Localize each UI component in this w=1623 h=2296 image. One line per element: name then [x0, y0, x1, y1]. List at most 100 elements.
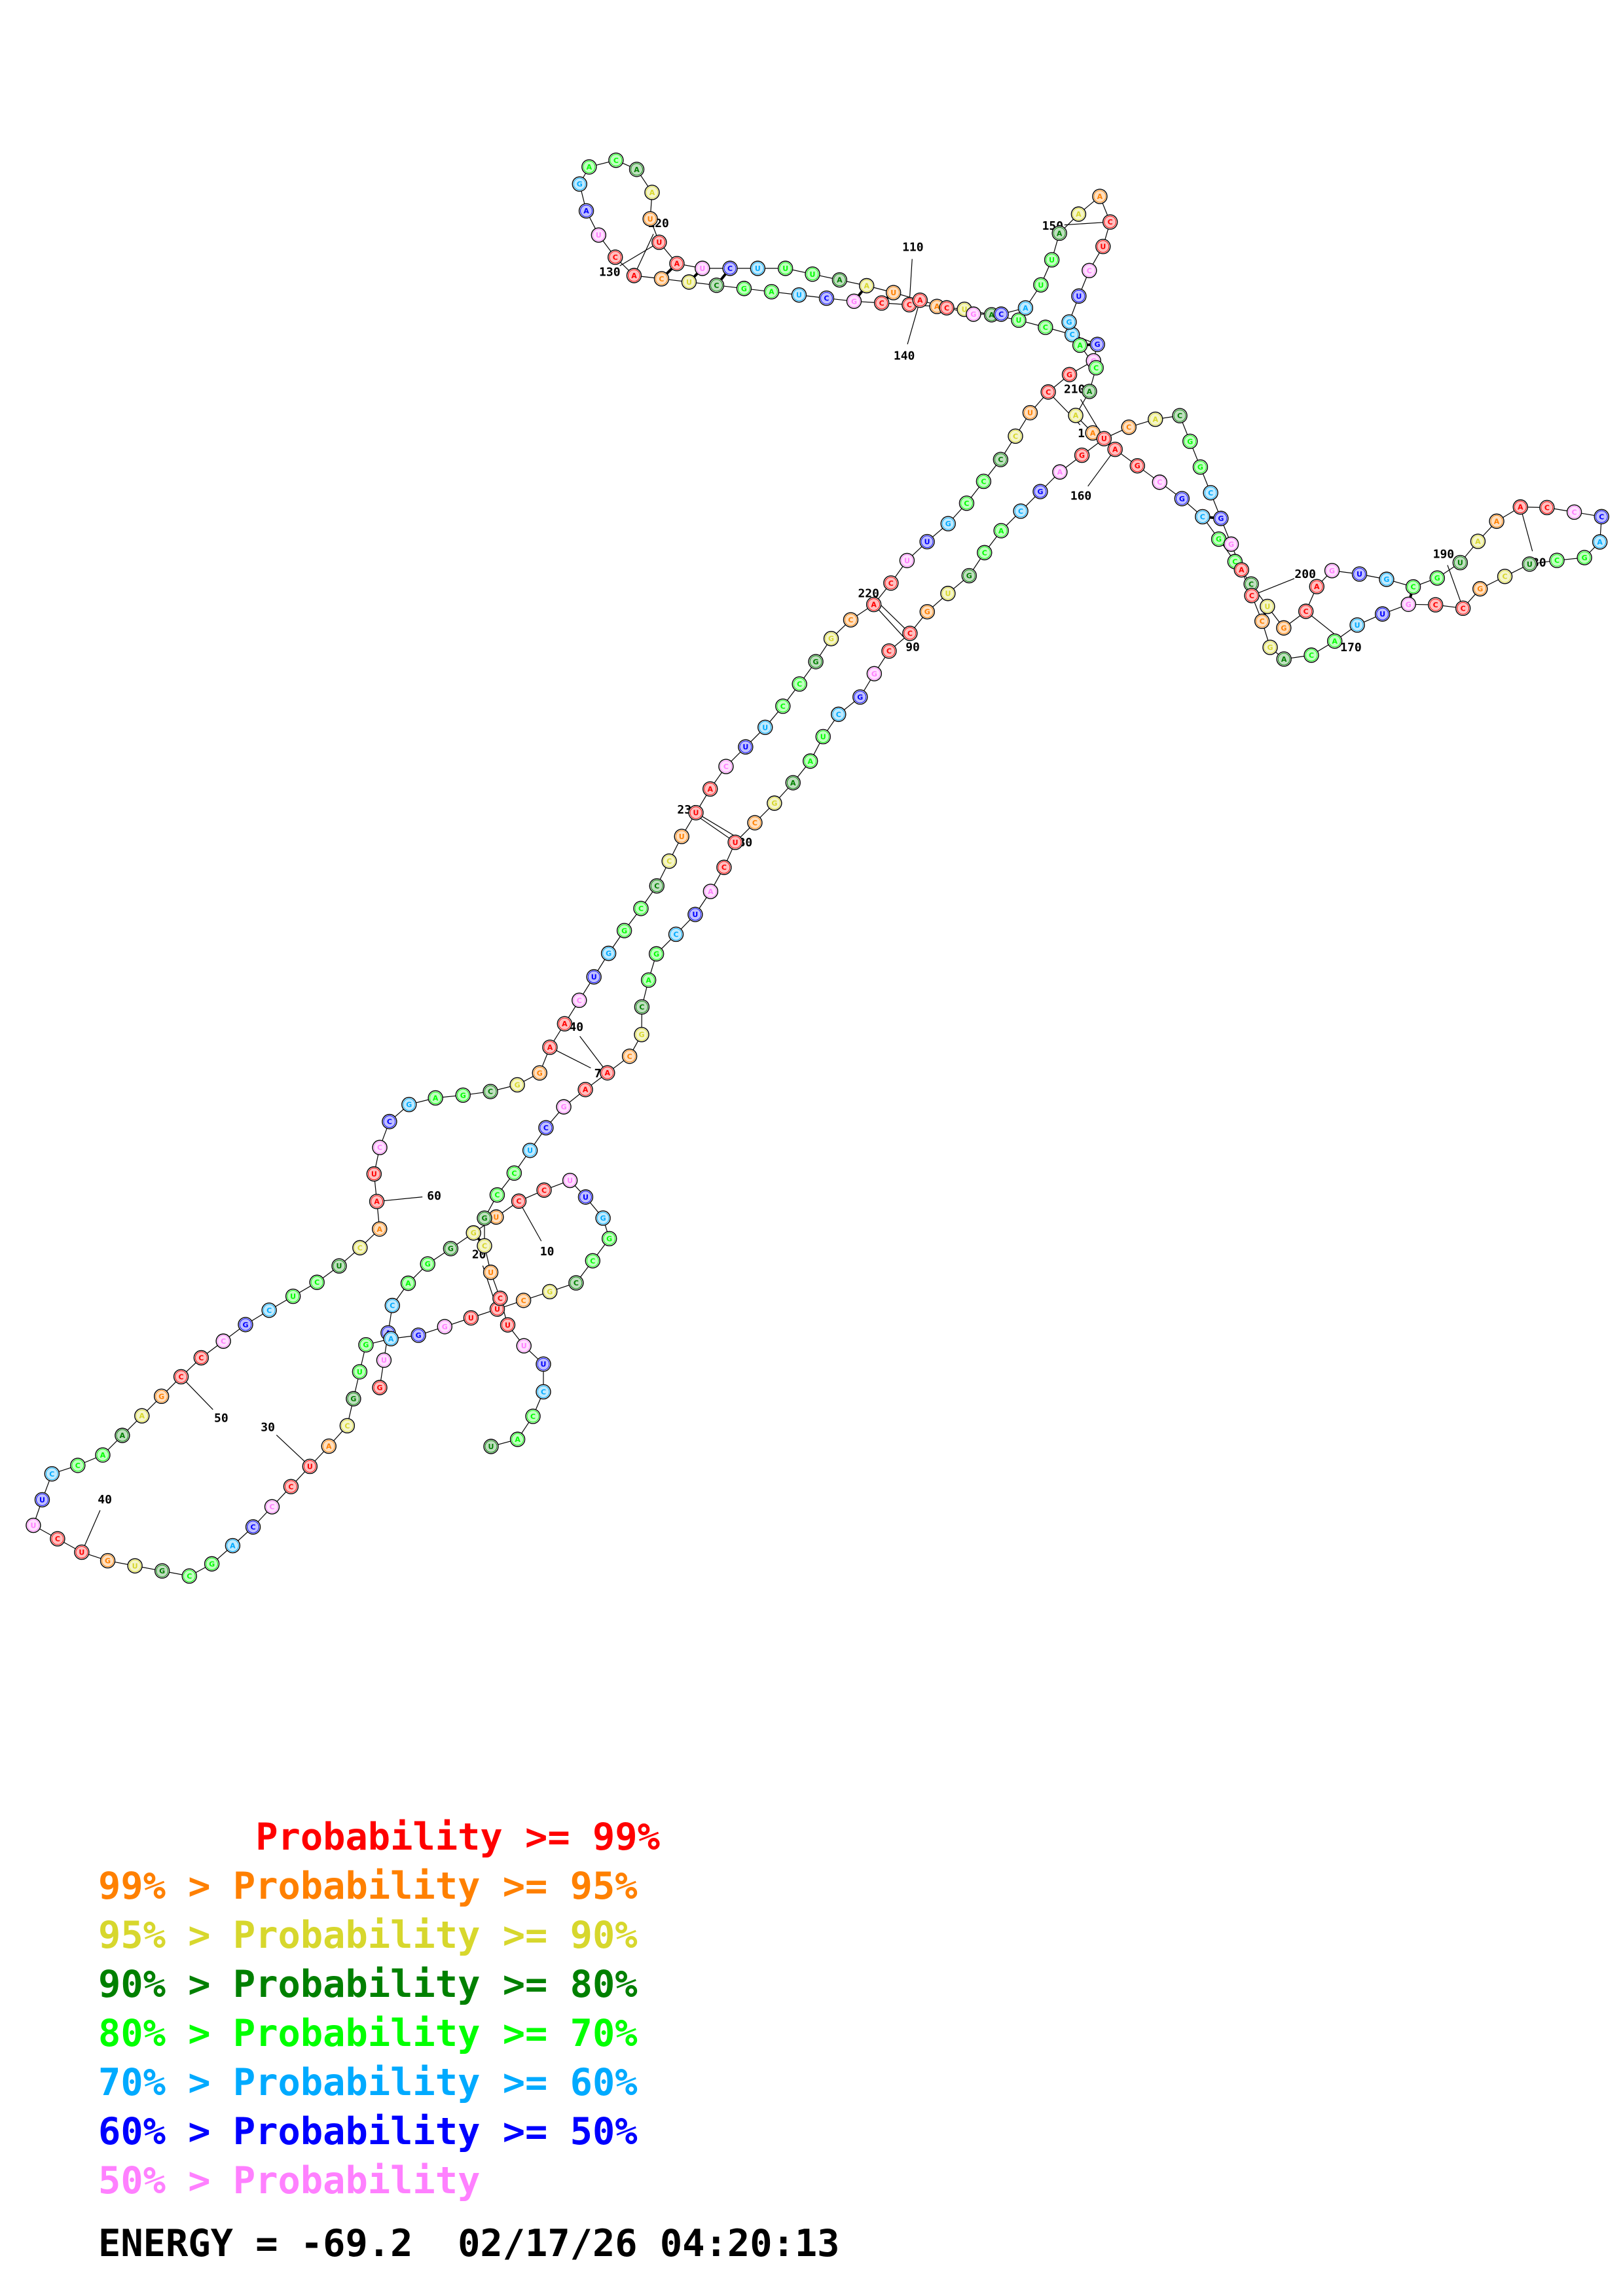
- nucleotide-circle: [437, 1319, 452, 1335]
- nucleotide-fill: [603, 1232, 616, 1245]
- nucleotide: C: [1244, 588, 1260, 603]
- nucleotide-circle: [1429, 570, 1445, 586]
- nucleotide-letter: A: [631, 272, 637, 280]
- nucleotide: C: [1082, 262, 1097, 279]
- nucleotide: G: [372, 1380, 388, 1395]
- nucleotide-fill: [573, 994, 586, 1007]
- nucleotide: C: [572, 992, 587, 1009]
- nucleotide-circle: [702, 884, 719, 899]
- nucleotide: G: [420, 1256, 435, 1272]
- nucleotide-circle: [873, 295, 890, 311]
- nucleotide: A: [1326, 633, 1343, 649]
- nucleotide: A: [640, 972, 657, 988]
- nucleotide: G: [600, 945, 617, 961]
- nucleotide-letter: A: [646, 976, 651, 984]
- nucleotide-fill: [1184, 435, 1197, 448]
- nucleotide-letter: G: [242, 1321, 248, 1329]
- nucleotide-fill: [484, 1440, 498, 1453]
- nucleotide-fill: [1256, 615, 1269, 628]
- nucleotide-circle: [245, 1519, 261, 1535]
- nucleotide: G: [846, 293, 862, 309]
- nucleotide-letter: C: [907, 301, 912, 310]
- nucleotide: C: [621, 1049, 638, 1064]
- nucleotide-letter: A: [674, 260, 680, 268]
- nucleotide-fill: [994, 524, 1008, 537]
- nucleotide-circle: [1594, 509, 1609, 525]
- nucleotide-letter: C: [639, 1003, 644, 1011]
- nucleotide-letter: A: [649, 188, 655, 197]
- nucleotide: A: [1309, 579, 1324, 594]
- nucleotide-fill: [322, 1440, 335, 1453]
- nucleotide-fill: [804, 755, 817, 768]
- nucleotide: A: [1017, 300, 1034, 316]
- nucleotide-fill: [579, 1083, 592, 1096]
- nucleotide-fill: [1173, 409, 1186, 422]
- nucleotide-fill: [478, 1239, 491, 1252]
- nucleotide-letter: C: [879, 299, 884, 308]
- nucleotide-fill: [96, 1448, 109, 1462]
- nucleotide-letter: C: [1309, 651, 1314, 660]
- nucleotide-circle: [463, 1310, 479, 1326]
- nucleotide-fill: [610, 154, 623, 167]
- nucleotide-letter: C: [848, 616, 853, 624]
- nucleotide: C: [525, 1408, 541, 1424]
- nucleotide-fill: [887, 286, 900, 299]
- nucleotide: C: [372, 1139, 388, 1155]
- nucleotide-circle: [536, 1384, 551, 1400]
- nucleotide-circle: [1223, 536, 1239, 552]
- nucleotide-fill: [977, 475, 990, 488]
- nucleotide-fill: [524, 1144, 537, 1157]
- nucleotide: U: [727, 834, 743, 850]
- nucleotide-fill: [1086, 426, 1099, 439]
- nucleotide-letter: G: [460, 1091, 466, 1100]
- nucleotide-letter: C: [251, 1523, 256, 1532]
- nucleotide-circle: [688, 804, 704, 821]
- nucleotide-fill: [751, 262, 764, 275]
- nucleotide: C: [1427, 597, 1444, 613]
- nucleotide-fill: [1380, 573, 1393, 586]
- nucleotide-letter: U: [583, 1193, 589, 1202]
- nucleotide: C: [831, 706, 847, 723]
- nucleotide-letter: U: [755, 264, 761, 273]
- nucleotide-fill: [1083, 385, 1096, 398]
- nucleotide: G: [1276, 620, 1292, 636]
- nucleotide-circle: [302, 1458, 318, 1475]
- nucleotide-letter: A: [998, 527, 1004, 535]
- nucleotide-letter: U: [742, 743, 748, 751]
- nucleotide-letter: C: [1126, 423, 1131, 432]
- probability-legend: Probability >= 99% 99% > Probability >= 9…: [98, 1813, 660, 2206]
- nucleotide: C: [1121, 420, 1137, 435]
- nucleotide: U: [586, 969, 602, 985]
- nucleotide: C: [506, 1165, 522, 1181]
- nucleotide-circle: [1022, 404, 1038, 421]
- nucleotide-letter: A: [989, 311, 994, 319]
- nucleotide-circle: [1233, 562, 1249, 578]
- nucleotide-circle: [477, 1238, 492, 1254]
- tick-label: 130: [599, 265, 621, 279]
- nucleotide: U: [674, 829, 689, 844]
- nucleotide-circle: [1566, 504, 1582, 520]
- nucleotide-circle: [1304, 647, 1319, 663]
- nucleotide: C: [70, 1458, 86, 1473]
- nucleotide-fill: [1235, 564, 1248, 577]
- nucleotide-circle: [410, 1327, 426, 1343]
- nucleotide-letter: G: [537, 1069, 543, 1077]
- nucleotide-letter: A: [1152, 416, 1158, 424]
- tick-label: 210: [1064, 383, 1085, 397]
- nucleotide: G: [940, 516, 956, 531]
- nucleotide-fill: [1149, 413, 1162, 426]
- nucleotide-fill: [1541, 501, 1554, 514]
- nucleotide-circle: [966, 306, 981, 322]
- nucleotide-circle: [331, 1258, 347, 1274]
- nucleotide: G: [437, 1319, 452, 1335]
- nucleotide-fill: [1277, 621, 1290, 634]
- nucleotide-circle: [477, 1210, 492, 1226]
- nucleotide-fill: [371, 1195, 384, 1208]
- nucleotide-circle: [747, 815, 763, 831]
- nucleotide-fill: [635, 1000, 648, 1013]
- nucleotide-circle: [600, 945, 617, 961]
- nucleotide-fill: [1225, 537, 1238, 550]
- nucleotide-letter: C: [344, 1422, 350, 1430]
- nucleotide-circle: [193, 1350, 210, 1366]
- nucleotide-letter: A: [562, 1020, 568, 1028]
